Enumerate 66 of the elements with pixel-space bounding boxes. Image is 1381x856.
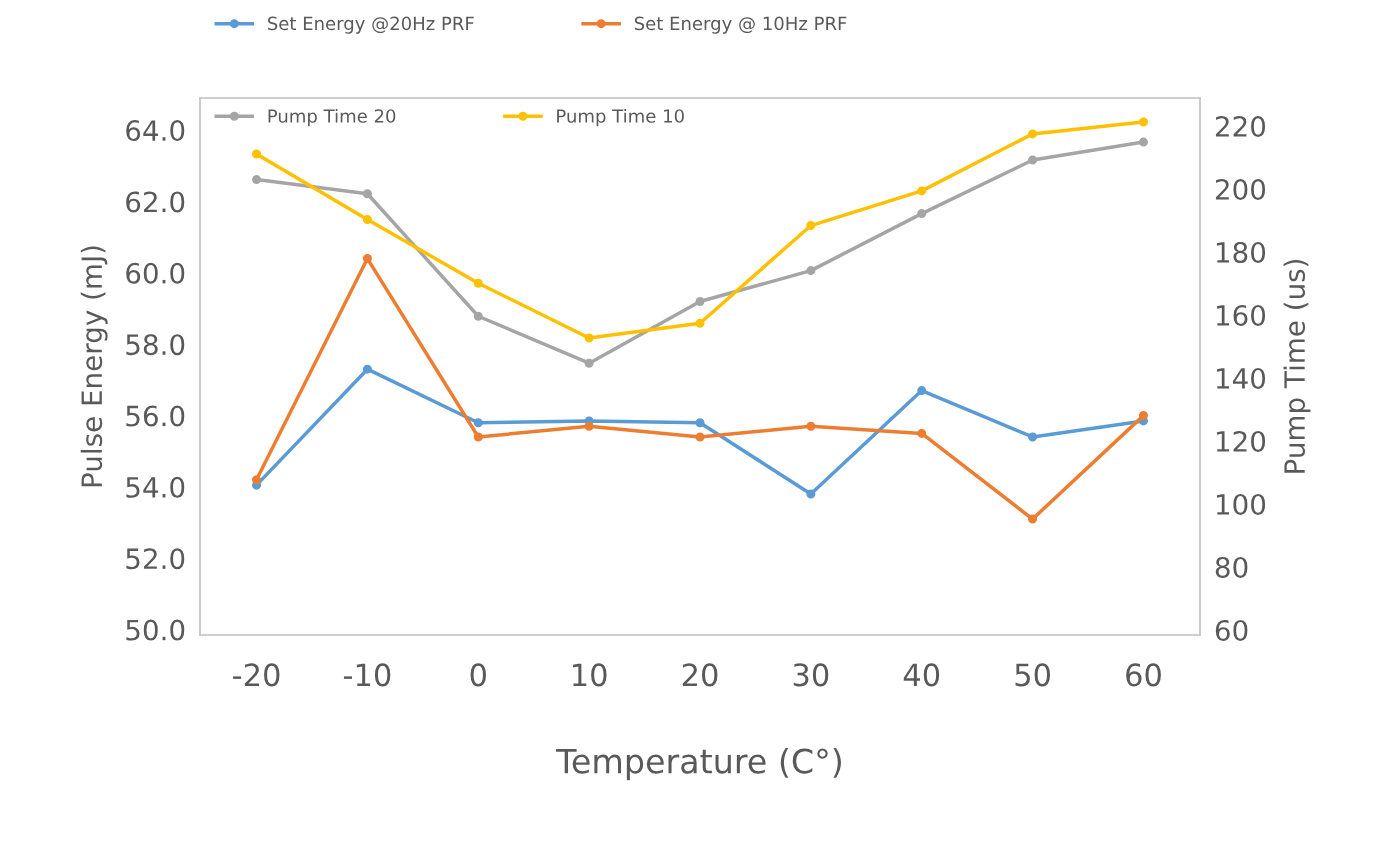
x-tick-label: -10 xyxy=(343,663,391,687)
point xyxy=(362,364,372,374)
point xyxy=(1028,514,1038,524)
point xyxy=(806,221,816,231)
y2-tick-label: 200 xyxy=(1215,178,1266,200)
x-tick-label: 60 xyxy=(1126,663,1161,687)
y2-tick-label: 160 xyxy=(1216,304,1266,326)
y2-tick-label: 80 xyxy=(1215,556,1248,578)
point xyxy=(473,418,483,428)
legend-label: Set Energy @ 10Hz PRF xyxy=(634,16,847,34)
y2-tick-label: 140 xyxy=(1216,367,1266,389)
legend-label: Pump Time 20 xyxy=(268,108,396,127)
point xyxy=(917,386,927,396)
x-tick-label: 10 xyxy=(573,663,607,687)
point xyxy=(473,432,483,442)
point xyxy=(695,318,705,328)
y-axis-title: Pulse Energy (mJ) xyxy=(80,246,108,487)
point xyxy=(584,421,594,431)
legend-label: Pump Time 10 xyxy=(557,108,684,127)
y-tick-label: 58.0 xyxy=(126,334,185,356)
x-tick-label: 0 xyxy=(470,663,486,687)
y2-axis-title: Pump Time (us) xyxy=(1283,259,1311,473)
point xyxy=(917,186,927,196)
x-tick-label: -20 xyxy=(233,663,280,687)
y-tick-label: 64.0 xyxy=(126,120,185,142)
y-tick-label: 56.0 xyxy=(126,405,185,427)
point xyxy=(1028,432,1038,442)
legend-label: Set Energy @20Hz PRF xyxy=(268,16,474,34)
point xyxy=(917,428,927,438)
point xyxy=(473,278,483,288)
point xyxy=(695,296,705,306)
y2-tick-label: 180 xyxy=(1216,241,1266,263)
x-tick-label: 40 xyxy=(903,663,940,687)
point xyxy=(362,254,372,264)
x-tick-label: 30 xyxy=(793,663,829,687)
y-tick-label: 54.0 xyxy=(126,476,185,498)
point xyxy=(695,432,705,442)
y-tick-label: 60.0 xyxy=(126,262,185,284)
point xyxy=(252,475,262,485)
point xyxy=(695,418,705,428)
y2-tick-label: 120 xyxy=(1216,430,1266,452)
point xyxy=(806,266,816,276)
y2-tick-label: 220 xyxy=(1215,115,1266,137)
point xyxy=(362,215,372,225)
point xyxy=(362,189,372,199)
point xyxy=(1028,129,1038,139)
point xyxy=(473,311,483,321)
y-tick-label: 52.0 xyxy=(126,548,185,570)
point xyxy=(584,333,594,343)
point xyxy=(1138,411,1148,421)
y2-tick-label: 100 xyxy=(1216,493,1266,515)
x-tick-label: 20 xyxy=(682,663,718,687)
point xyxy=(252,175,262,185)
point xyxy=(584,358,594,368)
point xyxy=(806,489,816,499)
y-tick-label: 50.0 xyxy=(126,619,185,641)
point xyxy=(1138,117,1148,127)
x-axis-title: Temperature (C°) xyxy=(556,747,841,781)
y2-tick-label: 60 xyxy=(1215,619,1248,641)
point xyxy=(806,421,816,431)
point xyxy=(917,209,927,219)
point xyxy=(1028,155,1038,165)
y-tick-label: 62.0 xyxy=(126,191,185,213)
point xyxy=(252,149,262,159)
point xyxy=(1138,137,1148,147)
x-tick-label: 50 xyxy=(1015,663,1051,687)
